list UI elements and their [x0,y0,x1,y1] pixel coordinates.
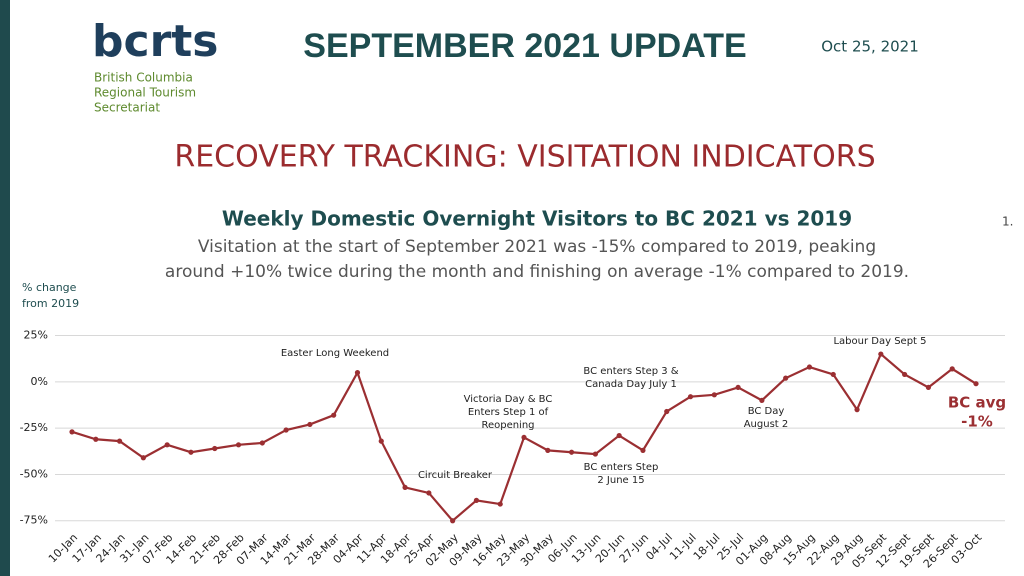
chart-subtitle: around +10% twice during the month and f… [165,262,909,282]
data-point [830,371,836,378]
data-point [497,501,503,507]
data-point [949,366,955,372]
data-point [664,408,670,415]
annotation: August 2 [744,419,789,430]
annotation: Easter Long Weekend [281,348,389,359]
data-point [902,371,908,378]
data-point [973,381,979,387]
avg-label: BC avg [948,394,1006,412]
heading: RECOVERY TRACKING: VISITATION INDICATORS [174,140,875,175]
y-tick-label: -25% [20,421,48,434]
data-point [116,438,123,444]
annotation: Labour Day Sept 5 [833,336,926,347]
data-point [212,445,218,452]
data-point [735,384,741,391]
data-point [806,364,813,370]
data-point [307,421,313,428]
data-point [592,451,598,457]
data-point [473,497,480,503]
data-point [616,432,622,439]
annotation: BC enters Step [584,462,659,473]
data-point [687,394,694,400]
logo-text: Secretariat [94,101,160,115]
data-point [331,412,337,418]
data-point [93,436,99,442]
data-point [426,490,432,496]
data-point [711,392,717,398]
data-point [640,447,646,453]
y-tick-label: -75% [20,514,48,527]
data-point [568,449,575,455]
data-point [783,375,789,381]
y-tick-label: 0% [31,375,48,388]
avg-label: -1% [961,413,993,431]
y-axis-label: from 2019 [22,297,79,310]
annotation: BC Day [748,406,785,417]
annotation: 2 June 15 [597,475,644,486]
chart-subtitle: Visitation at the start of September 202… [198,237,876,257]
data-point [378,438,384,444]
slide-title: SEPTEMBER 2021 UPDATE [303,27,746,65]
date: Oct 25, 2021 [821,38,919,56]
side-stripe [0,0,10,576]
y-axis-label: % change [22,281,77,294]
data-point [450,518,456,524]
annotation: Reopening [481,420,534,431]
y-tick-label: -50% [20,467,48,480]
annotation: BC enters Step 3 & [583,366,678,377]
data-point [925,384,932,391]
logo-text: Regional Tourism [94,86,196,100]
data-point [759,397,765,403]
annotation: Circuit Breaker [418,470,493,481]
logo-text: British Columbia [94,71,193,85]
data-point [259,440,265,446]
data-point [854,407,860,413]
annotation: Victoria Day & BC [464,394,553,405]
page-number: 1. [1002,215,1013,229]
data-point [521,434,527,441]
data-point [69,429,75,435]
data-point [354,369,361,376]
data-point [283,427,289,433]
y-tick-label: 25% [24,329,48,342]
data-point [402,484,408,491]
annotation: Canada Day July 1 [585,379,677,390]
data-point [188,449,194,455]
annotation: Enters Step 1 of [468,407,549,418]
chart-title: Weekly Domestic Overnight Visitors to BC… [222,207,852,231]
data-point [545,447,551,453]
data-point [164,442,170,448]
logo: bcrts [92,16,219,67]
data-point [235,442,242,448]
logo-box [75,20,252,126]
data-point [140,455,146,461]
data-point [878,351,884,357]
